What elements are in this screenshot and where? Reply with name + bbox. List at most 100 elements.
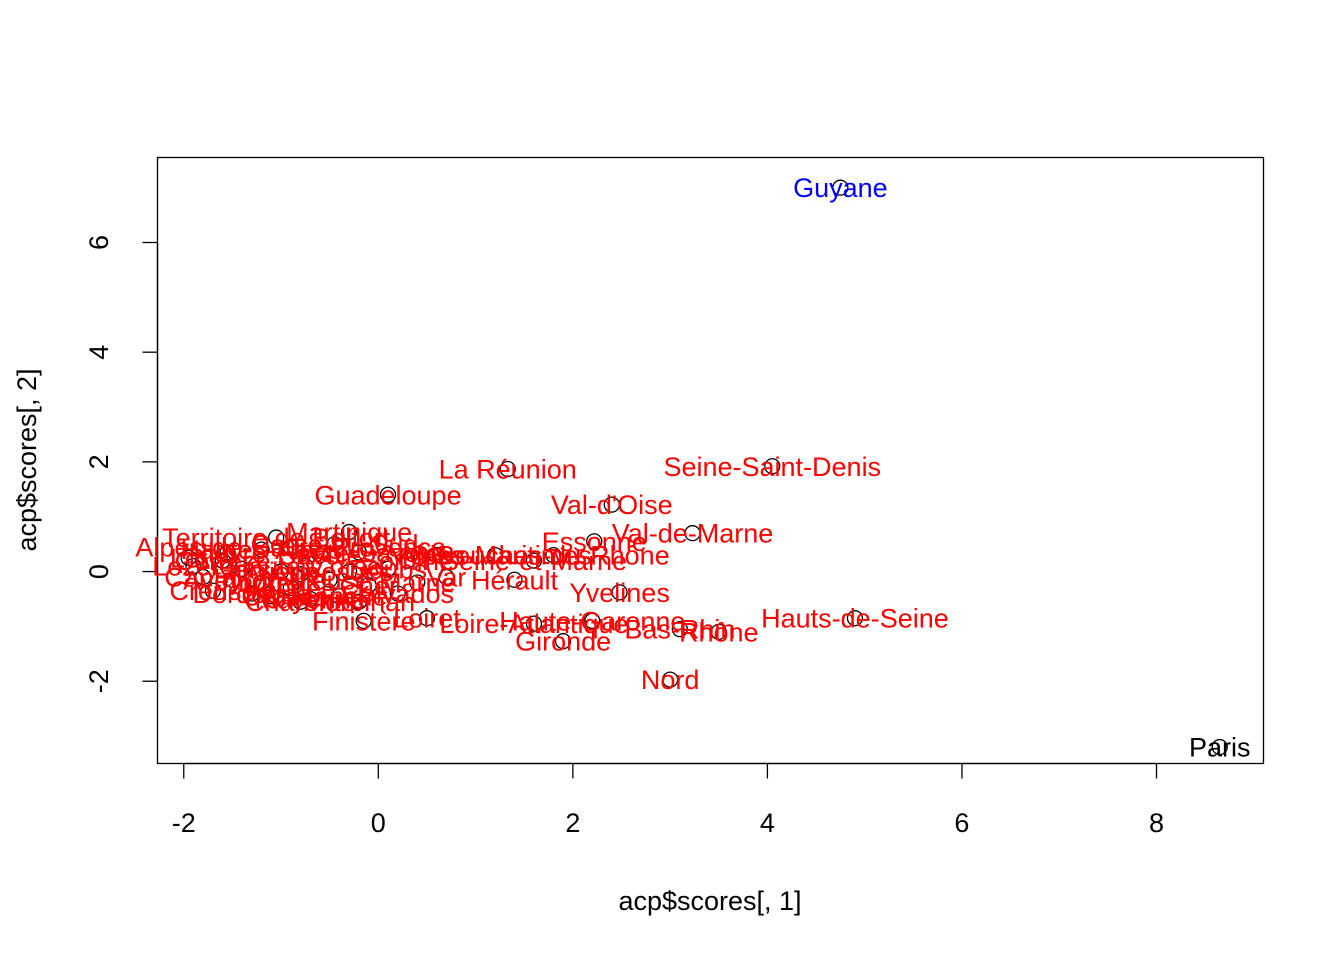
point-marker [195,568,212,586]
point-label: Nord [641,665,700,695]
point-marker [292,566,309,583]
point-marker [428,546,445,564]
point-label: Val-d'Oise [551,490,673,520]
point-label: Martinique [286,518,412,548]
point-label: Bouches-du-Rhône [437,541,670,571]
point-label: Paris [1189,733,1251,763]
point-marker [297,557,314,575]
point-label: Hauts-de-Seine [761,604,949,634]
point-label: Oise [409,541,465,571]
point-marker [282,538,299,556]
x-tick-label: 0 [371,808,386,838]
point-marker [326,535,343,553]
point-marker [180,549,197,566]
point-label: Seine-Saint-Denis [663,452,881,482]
point-label: Corse-du-Sud [250,530,418,560]
point-label: Guadeloupe [314,480,461,510]
point-label: Haute-Corse [229,552,382,582]
point-marker [214,552,231,569]
x-tick-label: 4 [760,808,775,838]
x-axis-label: acp$scores[, 1] [618,886,801,916]
point-labels: Guyane Paris Seine-Saint-Denis La RéunionGu… [135,173,1250,762]
point-marker [409,574,426,591]
point-marker [399,552,416,569]
point-label: Morbihan [303,587,416,617]
point-marker [185,557,202,575]
point-marker [710,623,727,641]
point-label: Cantal [164,563,242,593]
point-label: Essonne [542,527,647,557]
point-label: Nièvre [189,538,267,568]
point-marker [486,546,504,564]
point-label: Haute-Garonne [499,606,685,636]
y-axis: -2 0 2 4 6 [84,235,159,693]
point-label: Manche [291,582,387,612]
point-marker [233,560,251,577]
point-label: Creuse [169,576,256,606]
point-markers [180,179,1228,756]
point-marker [224,571,241,588]
point-label: Vendée [245,574,337,604]
y-tick-label: 6 [84,235,114,250]
point-marker [832,179,849,196]
point-marker [350,593,368,610]
point-label: La Réunion [439,455,577,485]
point-marker [661,671,679,688]
point-label: Loire-Atlantique [439,609,628,639]
point-label: Meuse [289,565,370,595]
point-marker [525,552,543,569]
point-label: Savoie [279,541,362,571]
x-tick-label: 8 [1149,808,1164,838]
point-label: Charente [245,587,356,617]
point-marker [584,612,601,630]
point-marker [350,544,368,561]
y-tick-label: 4 [84,345,114,360]
point-marker [302,590,319,608]
point-label: Gironde [515,627,611,657]
point-label: Mayenne [255,584,366,614]
point-marker [586,533,603,550]
x-tick-label: 2 [565,808,580,838]
point-marker [253,541,270,558]
point-marker [379,560,397,577]
y-tick-label: -2 [84,669,114,693]
y-tick-label: 2 [84,454,114,469]
point-marker [204,582,222,599]
point-label: Corrèze [175,546,271,576]
point-label: Rhône [679,617,759,647]
point-marker [554,633,572,650]
point-label: Indre [231,568,293,598]
point-marker [331,588,348,605]
point-label: Calvados [341,579,454,609]
x-axis: -2 0 2 4 6 8 [172,762,1164,838]
point-marker [311,546,329,564]
point-label: Dordogne [193,579,312,609]
y-tick-label: 0 [84,564,114,579]
point-marker [340,563,358,580]
point-label: Seine-et-Marne [441,546,627,576]
point-marker [282,579,299,597]
point-marker [355,612,372,630]
point-label: Doubs [349,554,427,584]
point-marker [684,525,701,542]
point-label: Alpes-de-Haute-Provence [135,532,446,562]
point-label: Haute-Savoie [277,538,441,568]
point-label: Yvelines [569,578,670,608]
point-marker [525,615,543,632]
point-label: Hautes-Alpes [181,535,343,565]
x-tick-label: -2 [172,808,196,838]
y-axis-label: acp$scores[, 2] [12,368,42,551]
point-label: Var [426,563,466,593]
point-label: Alpes-Maritimes [398,541,592,571]
point-label: Gers [213,554,272,584]
point-marker [418,610,436,627]
point-label: Territoire de Belfort [162,523,391,553]
point-marker [603,496,620,513]
point-marker [292,593,309,610]
point-label: Somme [361,546,454,576]
point-marker [389,585,406,602]
point-marker [438,568,455,586]
point-marker [764,458,781,475]
point-marker [360,577,377,594]
point-label: Aveyron [183,565,282,595]
